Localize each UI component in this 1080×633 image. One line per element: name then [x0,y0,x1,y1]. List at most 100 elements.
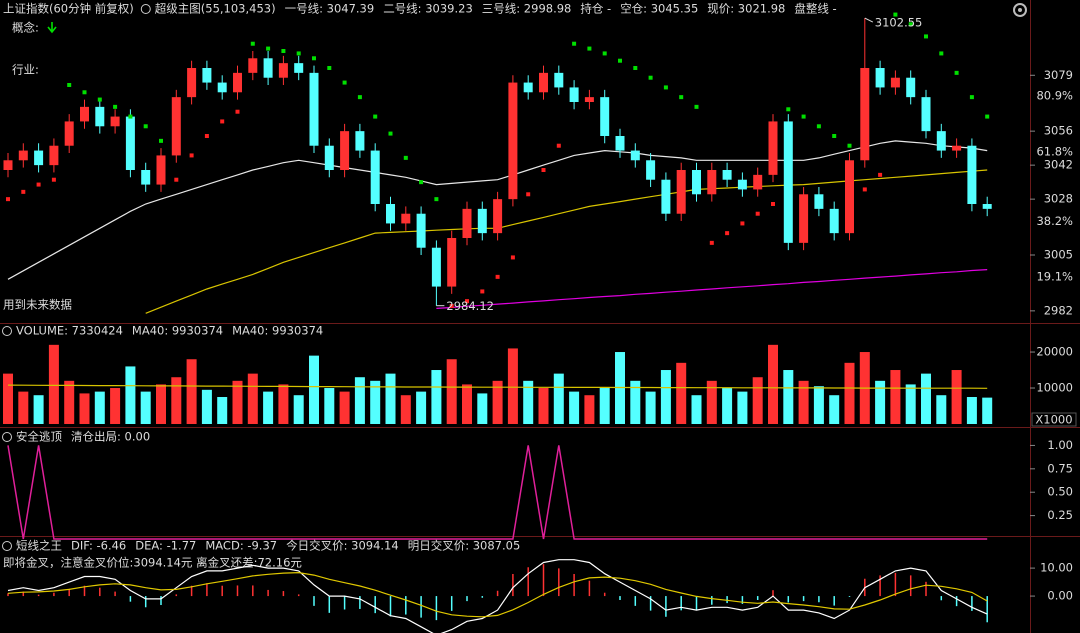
volume-bar [370,380,381,424]
sar-dot [159,138,163,143]
sar-dot [572,41,577,46]
candle-body [431,247,441,287]
unit-label: X1000 [1035,413,1072,427]
volume-bar [553,373,564,424]
volume-bar [813,386,824,424]
sar-dot [832,134,837,138]
fib-label: 80.9% [1036,89,1073,103]
sar-dot [281,49,286,53]
panel-header: 空仓: 3045.35 [620,2,698,16]
candle-body [630,150,640,161]
sar-dot [266,46,271,51]
candle-body [309,72,319,146]
sar-dot [526,192,531,197]
volume-bar [263,391,274,424]
unit-box [1031,412,1077,427]
candle-body [202,68,212,83]
sar-dot [648,75,653,80]
settings-icon[interactable] [1013,3,1027,17]
sar-dot [679,95,684,100]
sar-dot [694,104,699,109]
candle-body [661,179,671,214]
sar-dot [97,97,102,102]
volume-bar [354,377,365,424]
candle-body [49,145,59,166]
candle-body [860,68,870,161]
candle-body [217,82,227,93]
collapse-icon[interactable] [2,541,12,551]
panel-header: 清仓出局: 0.00 [71,430,150,444]
candle-body [340,131,350,170]
volume-bar [768,344,778,424]
candle-body [936,131,946,151]
dif-line [7,559,988,633]
candle-body [952,145,962,151]
volume-bar [951,370,962,424]
sar-dot [587,46,592,51]
sar-dot [847,143,852,148]
sar-dot [969,95,974,100]
panel-header: VOLUME: 7330424 [16,324,123,338]
collapse-icon[interactable] [2,326,12,336]
volume-bar [156,384,166,424]
gear-hub[interactable] [1018,8,1022,12]
sar-dot [709,240,714,245]
volume-bar [3,373,13,424]
candle-body [324,145,334,170]
volume-bar [905,384,916,424]
panel-header: 今日交叉价: 3094.14 [286,539,399,553]
volume-bar [293,395,304,424]
volume-bar [691,395,702,424]
panel-header: 上证指数(60分钟 前复权) [3,2,134,16]
gear[interactable] [1013,3,1027,17]
candle-body [799,194,809,243]
annotation: 行业: [12,63,39,77]
sar-dot [939,51,944,56]
candle-body [707,170,717,195]
sar-dot [51,177,56,182]
collapse-icon[interactable] [2,432,12,442]
panel-header: 盘整线 - [794,2,836,16]
candle-body [125,116,135,170]
volume-bar [416,391,427,424]
candle-body [263,58,273,78]
sar-dot [924,34,928,39]
sar-dot [21,189,26,194]
volume-bar [829,395,840,424]
candle-body [814,194,824,209]
dea-line [7,571,988,618]
sar-dot [541,168,546,172]
sar-dot [36,182,41,187]
candle-body [539,72,548,93]
candle-body [370,150,380,204]
candle-body [110,116,120,127]
sar-dot [312,56,316,61]
fib-label: 61.8% [1036,145,1073,159]
sar-dot [250,41,255,46]
volume-bar [324,388,335,424]
sar-dot [128,114,133,119]
candle-body [768,121,778,175]
candle-body [508,82,518,200]
sar-dot [878,172,883,177]
candle-body [722,170,732,180]
volume-bar [446,359,457,424]
signal-line [7,445,988,540]
panel-header: 现价: 3021.98 [707,2,785,16]
candle-body [615,136,625,151]
volume-bar [921,373,931,424]
y-tick-label: 3028 [1044,192,1073,206]
candle-body [386,204,395,224]
volume-bar [507,348,518,424]
volume-bar [875,380,886,424]
candle-body [523,82,533,93]
candle-body [906,77,916,98]
volume-bar [64,380,75,424]
candle-body [156,155,166,185]
volume-bar [523,380,534,424]
sar-dot [786,107,791,112]
candle-body [294,63,304,73]
panel-header: 三号线: 2998.98 [482,2,572,16]
